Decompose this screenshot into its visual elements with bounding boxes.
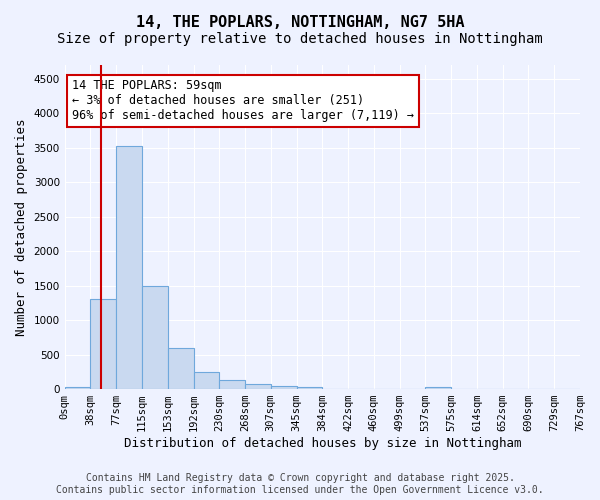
Bar: [271, 386, 296, 389]
Bar: [142, 286, 168, 389]
Bar: [91, 300, 116, 389]
Text: 14, THE POPLARS, NOTTINGHAM, NG7 5HA: 14, THE POPLARS, NOTTINGHAM, NG7 5HA: [136, 15, 464, 30]
Bar: [65, 388, 91, 389]
Bar: [219, 380, 245, 389]
Bar: [168, 348, 193, 389]
Y-axis label: Number of detached properties: Number of detached properties: [15, 118, 28, 336]
Text: Contains HM Land Registry data © Crown copyright and database right 2025.
Contai: Contains HM Land Registry data © Crown c…: [56, 474, 544, 495]
Bar: [193, 372, 219, 389]
Text: Size of property relative to detached houses in Nottingham: Size of property relative to detached ho…: [57, 32, 543, 46]
Bar: [425, 387, 451, 389]
Bar: [116, 146, 142, 389]
Bar: [296, 388, 322, 389]
Text: 14 THE POPLARS: 59sqm
← 3% of detached houses are smaller (251)
96% of semi-deta: 14 THE POPLARS: 59sqm ← 3% of detached h…: [72, 80, 414, 122]
X-axis label: Distribution of detached houses by size in Nottingham: Distribution of detached houses by size …: [124, 437, 521, 450]
Bar: [245, 384, 271, 389]
